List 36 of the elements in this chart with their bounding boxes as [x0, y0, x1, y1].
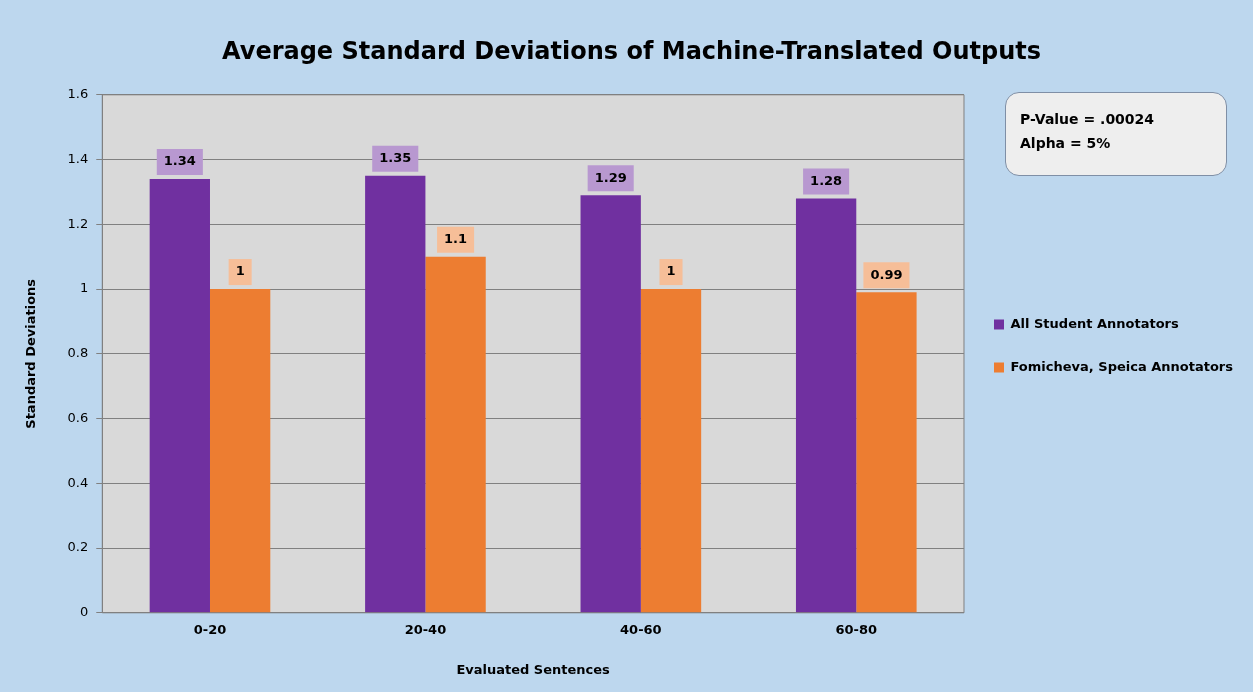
bar — [149, 178, 210, 613]
y-tick-label: 0.8 — [67, 345, 89, 361]
y-tick-label: 0 — [79, 604, 89, 620]
y-tick-label: 0.6 — [67, 409, 89, 425]
bar — [209, 289, 271, 613]
data-label: 0.99 — [870, 266, 903, 282]
legend-label: Fomicheva, Speica Annotators — [1010, 358, 1234, 374]
bar — [365, 175, 426, 613]
legend-label: All Student Annotators — [1010, 315, 1179, 331]
bar — [425, 256, 486, 613]
data-label: 1.29 — [594, 169, 627, 185]
data-label: 1.1 — [444, 231, 468, 247]
y-axis-title: Standard Deviations — [23, 278, 39, 429]
data-label: 1.28 — [810, 172, 843, 188]
data-label: 1 — [235, 263, 245, 279]
chart-title: Average Standard Deviations of Machine-Translated Outputs — [222, 36, 1041, 65]
x-tick-label: 60-80 — [835, 621, 878, 637]
x-tick-label: 20-40 — [404, 621, 447, 637]
bar — [640, 289, 702, 613]
y-tick-label: 1.6 — [67, 86, 89, 102]
text: P-Value = .00024 — [1020, 110, 1156, 129]
y-tick-label: 1.2 — [67, 215, 89, 231]
data-label: 1.35 — [379, 150, 412, 166]
bar — [856, 292, 917, 613]
bar — [580, 195, 641, 613]
x-tick-label: 40-60 — [620, 621, 662, 637]
y-tick-label: 1 — [79, 280, 89, 296]
data-label: 1 — [666, 263, 676, 279]
text: Alpha = 5% — [1020, 134, 1112, 153]
y-tick-label: 1.4 — [67, 150, 89, 166]
bar — [795, 198, 857, 613]
y-tick-label: 0.4 — [67, 474, 89, 490]
data-label: 1.34 — [163, 153, 196, 169]
x-tick-label: 0-20 — [193, 621, 227, 637]
x-axis-title: Evaluated Sentences — [456, 661, 611, 677]
y-tick-label: 0.2 — [67, 539, 89, 555]
